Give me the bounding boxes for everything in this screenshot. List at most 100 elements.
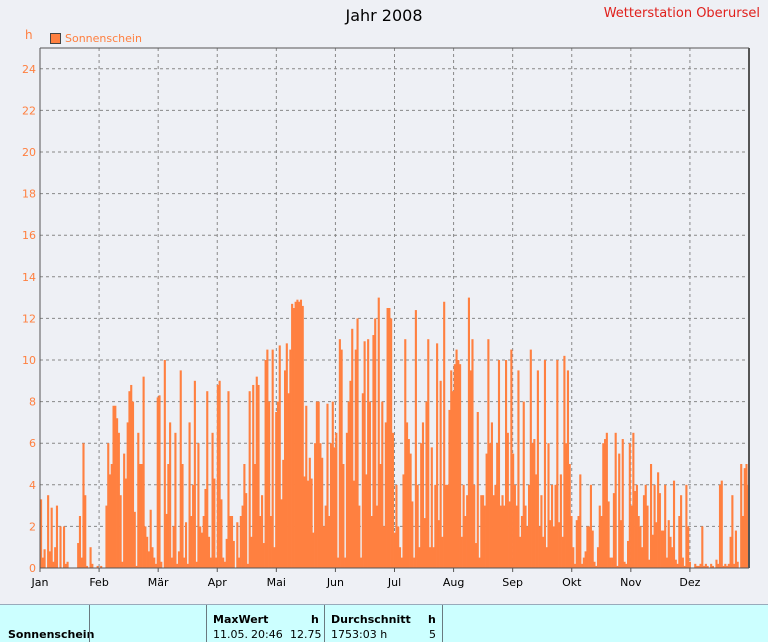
bar — [464, 516, 467, 568]
bar — [266, 349, 269, 568]
grid — [40, 48, 749, 568]
bar — [711, 565, 714, 568]
bar — [485, 453, 488, 568]
bar — [503, 505, 506, 568]
bar — [374, 318, 377, 568]
bar — [303, 476, 306, 568]
bar — [522, 401, 525, 568]
footer-blank-cell — [442, 605, 768, 642]
x-tick-label: Jun — [326, 576, 344, 589]
bar — [499, 505, 502, 568]
bar — [658, 493, 661, 568]
bar — [584, 551, 587, 568]
bar — [572, 547, 575, 568]
bar — [110, 464, 113, 568]
bar — [727, 563, 730, 568]
bar — [432, 547, 435, 568]
bar — [227, 391, 230, 568]
bar — [453, 364, 456, 568]
bar — [246, 563, 249, 568]
bar — [425, 401, 428, 568]
bar — [450, 370, 453, 568]
bar — [156, 397, 159, 568]
y-tick-label: 6 — [29, 437, 36, 450]
bar — [462, 484, 465, 568]
bar — [529, 349, 532, 568]
bar — [116, 418, 119, 568]
bar — [289, 349, 292, 568]
bar — [223, 561, 226, 568]
bar — [119, 495, 122, 568]
bar — [400, 557, 403, 568]
bar — [487, 339, 490, 568]
bar — [117, 432, 120, 568]
bar — [520, 516, 524, 568]
bar — [174, 432, 177, 568]
bar — [172, 526, 175, 568]
bar — [526, 526, 529, 568]
legend: Sonnenschein — [50, 32, 142, 45]
bar — [66, 561, 69, 568]
bar — [253, 464, 257, 568]
bar — [294, 301, 297, 568]
bar — [370, 516, 373, 568]
bar — [607, 501, 610, 568]
bar — [565, 443, 568, 568]
bar — [634, 491, 637, 568]
bar — [257, 384, 260, 568]
bar — [409, 453, 412, 568]
bar — [547, 443, 550, 568]
bar — [352, 480, 356, 568]
bar — [637, 516, 640, 568]
bar — [278, 345, 281, 568]
bar — [439, 380, 442, 568]
bar — [660, 530, 663, 568]
bar — [664, 484, 667, 568]
bar — [683, 565, 686, 568]
bar — [558, 522, 561, 568]
bar — [413, 557, 416, 568]
bar — [706, 565, 709, 568]
x-tick-label: Sep — [502, 576, 523, 589]
bar — [612, 493, 615, 568]
bar — [305, 405, 308, 568]
bar — [213, 478, 216, 568]
bar — [703, 565, 706, 568]
bar — [140, 464, 143, 568]
bar — [107, 443, 110, 568]
bar — [165, 513, 168, 568]
bar — [428, 547, 432, 568]
bar — [589, 484, 592, 568]
bar — [153, 557, 156, 568]
bar — [614, 432, 617, 568]
bar — [181, 464, 184, 568]
bar — [328, 516, 331, 568]
bar — [494, 484, 497, 568]
bar — [55, 505, 59, 568]
bar — [710, 563, 713, 568]
bar — [262, 543, 265, 568]
bar — [349, 380, 352, 568]
bar — [149, 509, 152, 568]
bar — [600, 516, 603, 568]
bar — [292, 308, 295, 568]
bar — [655, 522, 658, 568]
bar — [193, 380, 196, 568]
bar — [218, 380, 221, 568]
bar — [80, 557, 83, 568]
bar — [338, 339, 341, 568]
bar — [96, 565, 99, 568]
bar — [618, 453, 621, 568]
bar — [151, 547, 154, 568]
bar — [535, 474, 538, 568]
bar — [598, 505, 601, 568]
bar — [678, 516, 681, 568]
bar — [596, 547, 600, 568]
bar — [365, 474, 368, 568]
max-header: MaxWert — [213, 613, 269, 626]
avg-total: 1753:03 h — [331, 628, 388, 641]
bar — [377, 297, 380, 568]
bar — [215, 557, 218, 568]
bar — [52, 561, 55, 568]
bar — [513, 484, 516, 568]
